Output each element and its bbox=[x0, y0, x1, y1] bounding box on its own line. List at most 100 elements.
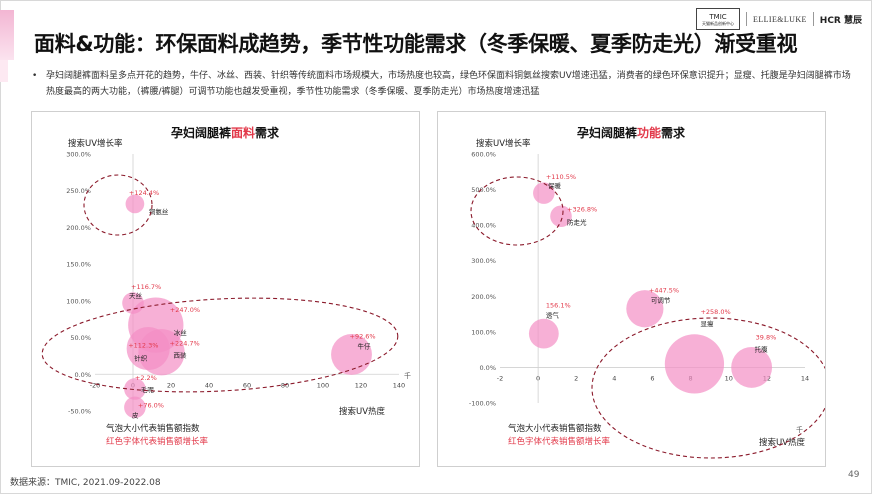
x-tick-label: 60 bbox=[243, 381, 251, 389]
x-tick-label: -20 bbox=[90, 381, 101, 389]
y-tick-label: 400.0% bbox=[471, 222, 496, 230]
bubble-growth-label: +247.0% bbox=[170, 306, 200, 314]
x-tick-label: -2 bbox=[497, 374, 503, 382]
y-tick-label: 300.0% bbox=[66, 151, 91, 159]
bubble-name-label: 西装 bbox=[174, 350, 188, 359]
bubble bbox=[125, 194, 145, 214]
x-tick-label: 20 bbox=[167, 381, 175, 389]
bubble-growth-label: +92.6% bbox=[350, 332, 376, 340]
legend-color-note: 红色字体代表销售额增长率 bbox=[106, 436, 209, 447]
x-tick-label: 4 bbox=[612, 374, 616, 382]
legend-color-note: 红色字体代表销售额增长率 bbox=[508, 436, 611, 447]
x-axis-label: 搜索UV热度 bbox=[339, 406, 386, 417]
y-tick-label: -100.0% bbox=[469, 400, 496, 408]
hcr-logo: HCR 慧辰 bbox=[819, 15, 862, 26]
chart-title-suffix: 需求 bbox=[255, 125, 280, 140]
bubble-name-label: 可调节 bbox=[651, 296, 671, 305]
summary-text: 孕妇阔腿裤面料呈多点开花的趋势，牛仔、冰丝、西装、针织等传统面料市场规模大，市场… bbox=[46, 71, 851, 97]
bubble bbox=[528, 318, 559, 349]
x-tick-label: 100 bbox=[317, 381, 329, 389]
data-source: 数据来源：TMIC, 2021.09-2022.08 bbox=[10, 478, 161, 488]
tmic-logo-subtext: 天猫新品创新中心 bbox=[702, 20, 735, 26]
decorative-accent-bar bbox=[0, 10, 14, 60]
summary-bullet: • 孕妇阔腿裤面料呈多点开花的趋势，牛仔、冰丝、西装、针织等传统面料市场规模大，… bbox=[30, 68, 856, 100]
brand-logos: TMIC 天猫新品创新中心 ELLIE&LUKE HCR 慧辰 bbox=[696, 8, 862, 30]
bubble-growth-label: +76.0% bbox=[138, 401, 164, 409]
bubble bbox=[664, 334, 725, 394]
bubble-name-label: 透气 bbox=[546, 311, 560, 320]
bubble bbox=[731, 347, 773, 388]
y-tick-label: 200.0% bbox=[66, 224, 91, 232]
y-tick-label: 300.0% bbox=[471, 257, 496, 265]
page-number: 49 bbox=[848, 470, 860, 480]
bubble-growth-label: +258.0% bbox=[700, 308, 730, 316]
function-chart-panel: 孕妇阔腿裤功能需求搜索UV增长率搜索UV热度 千 -100.0% 0.0% 100.0%… bbox=[437, 111, 826, 467]
y-tick-label: 250.0% bbox=[66, 187, 91, 195]
y-axis-label: 搜索UV增长率 bbox=[476, 138, 531, 149]
y-tick-label: 100.0% bbox=[471, 328, 496, 336]
bubble-name-label: 针织 bbox=[134, 354, 148, 363]
chart-title-prefix: 孕妇阔腿裤 bbox=[171, 125, 231, 140]
bubble-growth-label: +2.2% bbox=[135, 374, 157, 382]
x-tick-label: 140 bbox=[393, 381, 405, 389]
x-axis-unit: 千 bbox=[404, 371, 411, 380]
bubble bbox=[124, 396, 146, 419]
chart-title-prefix: 孕妇阔腿裤 bbox=[577, 125, 637, 140]
legend-size-note: 气泡大小代表销售额指数 bbox=[106, 423, 200, 434]
chart-title-highlight: 功能 bbox=[637, 125, 661, 140]
legend-size-note: 气泡大小代表销售额指数 bbox=[508, 423, 602, 434]
highlight-ellipse bbox=[41, 297, 399, 393]
y-tick-label: 600.0% bbox=[471, 151, 496, 159]
logo-divider bbox=[812, 12, 814, 26]
tmic-logo: TMIC 天猫新品创新中心 bbox=[696, 8, 741, 30]
tmic-logo-text: TMIC bbox=[709, 12, 727, 21]
bubble-growth-label: +116.7% bbox=[131, 283, 161, 291]
bubble-growth-label: +326.8% bbox=[567, 205, 597, 213]
x-axis-label: 搜索UV热度 bbox=[759, 437, 806, 448]
bubble-name-label: 托腹 bbox=[755, 344, 769, 353]
bubble-growth-label: +224.7% bbox=[170, 339, 200, 347]
x-tick-label: 2 bbox=[574, 374, 578, 382]
bubble bbox=[533, 182, 555, 204]
bubble-name-label: 皮 bbox=[132, 410, 139, 419]
bubble-growth-label: 156.1% bbox=[546, 302, 571, 310]
bubble bbox=[331, 334, 372, 375]
ellie-luke-logo: ELLIE&LUKE bbox=[753, 14, 807, 24]
y-tick-label: 100.0% bbox=[66, 297, 91, 305]
x-tick-label: 6 bbox=[650, 374, 654, 382]
x-axis-unit: 千 bbox=[796, 425, 803, 434]
highlight-ellipse bbox=[470, 176, 564, 246]
y-tick-label: 0.0% bbox=[479, 364, 496, 372]
bubble-name-label: 冰丝 bbox=[174, 328, 188, 337]
x-tick-label: 14 bbox=[801, 374, 809, 382]
bubble-growth-label: +110.5% bbox=[546, 173, 576, 181]
highlight-ellipse bbox=[83, 174, 153, 236]
bubble-name-label: 天丝 bbox=[129, 291, 143, 300]
bubble-growth-label: 39.8% bbox=[756, 333, 777, 341]
y-axis-label: 搜索UV增长率 bbox=[68, 138, 123, 149]
x-tick-label: 10 bbox=[725, 374, 733, 382]
chart-title-suffix: 需求 bbox=[661, 125, 686, 140]
bubble-name-label: 牛仔 bbox=[358, 341, 372, 350]
y-tick-label: -50.0% bbox=[68, 408, 91, 416]
fabric-chart-panel: 孕妇阔腿裤面料需求 搜索UV增长率 搜索UV热度 千 -50.0% 0.0% 50.0% 10… bbox=[31, 111, 420, 467]
bubble-name-label: 显瘦 bbox=[700, 319, 714, 328]
y-tick-label: 500.0% bbox=[471, 186, 496, 194]
y-tick-label: 50.0% bbox=[70, 334, 91, 342]
bubble-growth-label: +447.5% bbox=[649, 287, 679, 295]
logo-divider bbox=[746, 12, 748, 26]
bubble bbox=[124, 378, 146, 400]
x-tick-label: 40 bbox=[205, 381, 213, 389]
bubble bbox=[550, 205, 572, 228]
page-title: 面料&功能：环保面料成趋势，季节性功能需求（冬季保暖、夏季防走光）渐受重视 bbox=[34, 32, 798, 56]
bubble-growth-label: +124.4% bbox=[129, 189, 159, 197]
bubble bbox=[626, 290, 664, 328]
y-tick-label: 200.0% bbox=[471, 293, 496, 301]
highlight-ellipse bbox=[591, 317, 825, 459]
x-tick-label: 120 bbox=[355, 381, 367, 389]
chart-title: 孕妇阔腿裤面料需求 bbox=[171, 125, 280, 140]
bubble-name-label: 保暖 bbox=[548, 181, 562, 190]
chart-title: 孕妇阔腿裤功能需求 bbox=[577, 125, 686, 140]
